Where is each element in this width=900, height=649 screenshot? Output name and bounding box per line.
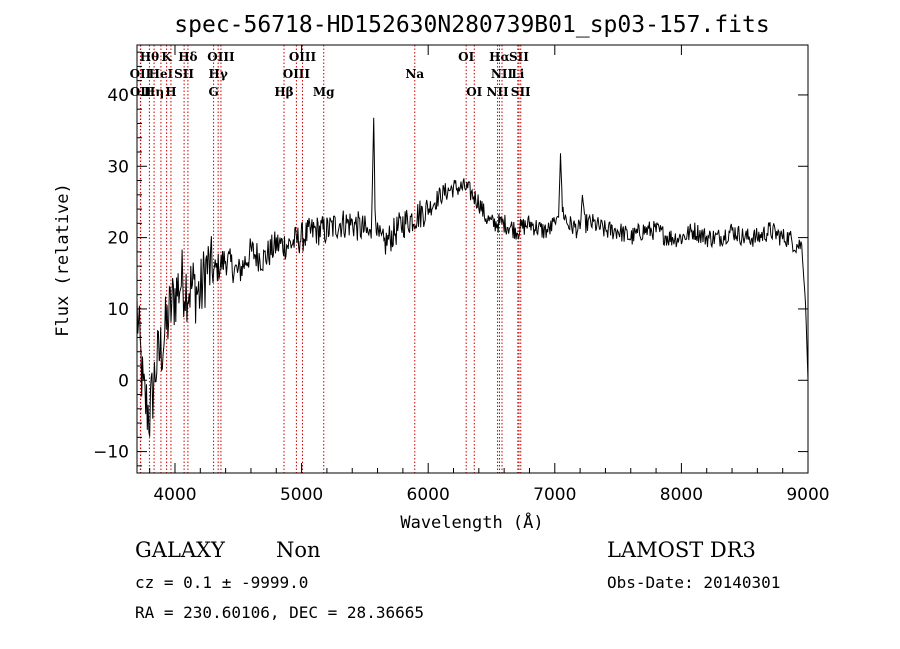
line-marker-label: Hα <box>489 50 510 64</box>
line-marker-label: Hβ <box>274 85 293 99</box>
line-marker-label: SII <box>174 67 194 81</box>
line-marker-label: Hδ <box>178 50 197 64</box>
y-tick-label: 10 <box>107 300 129 320</box>
line-marker-label: Hγ <box>209 67 228 81</box>
plot-frame <box>136 44 809 474</box>
flux-series-line <box>136 117 809 437</box>
line-marker-label: SII <box>511 85 531 99</box>
spectral-class: GALAXY <box>135 538 225 562</box>
ra-dec: RA = 230.60106, DEC = 28.36665 <box>135 603 424 622</box>
y-tick-label: 0 <box>118 371 129 391</box>
line-marker-label: SII <box>509 50 529 64</box>
y-tick-label: 30 <box>107 157 129 177</box>
y-tick-label: −10 <box>93 443 129 463</box>
line-marker-label: K <box>161 50 172 64</box>
line-marker-label: OIII <box>289 50 317 64</box>
chart-title: spec-56718-HD152630N280739B01_sp03-157.f… <box>174 12 769 38</box>
x-axis-label: Wavelength (Å) <box>400 511 543 533</box>
line-marker-label: NII <box>486 85 509 99</box>
x-tick-label: 5000 <box>280 485 323 505</box>
x-tick-label: 7000 <box>533 485 576 505</box>
line-marker-label: OIII <box>283 67 311 81</box>
line-marker-label: OIII <box>207 50 235 64</box>
y-tick-label: 40 <box>107 86 129 106</box>
line-marker-label: OI <box>458 50 474 64</box>
line-marker-label: Na <box>405 67 424 81</box>
cz-value: cz = 0.1 ± -9999.0 <box>135 573 309 592</box>
line-marker-label: H <box>165 85 176 99</box>
obs-date: Obs-Date: 20140301 <box>607 573 781 592</box>
line-marker-label: Hθ <box>140 50 159 64</box>
line-marker-label: OII <box>130 85 152 99</box>
line-marker-label: Mg <box>313 85 335 99</box>
x-tick-label: 4000 <box>153 485 196 505</box>
x-tick-label: 6000 <box>407 485 450 505</box>
line-marker-label: Li <box>511 67 524 81</box>
axis-ticks: 4000 5000 6000 7000 8000 9000 −10 0 10 20 30 40 <box>93 45 830 505</box>
line-marker-label: NII <box>491 67 514 81</box>
line-marker-label: OI <box>466 85 482 99</box>
line-marker-label: G <box>208 85 218 99</box>
line-marker-label: Hη <box>144 85 164 99</box>
y-tick-label: 20 <box>107 229 129 249</box>
line-marker-label: HeI <box>149 67 174 81</box>
y-axis-label: Flux (relative) <box>53 183 73 337</box>
x-tick-label: 8000 <box>660 485 703 505</box>
x-tick-label: 9000 <box>786 485 829 505</box>
survey-label: LAMOST DR3 <box>607 538 756 562</box>
spectral-subclass: Non <box>276 538 321 562</box>
